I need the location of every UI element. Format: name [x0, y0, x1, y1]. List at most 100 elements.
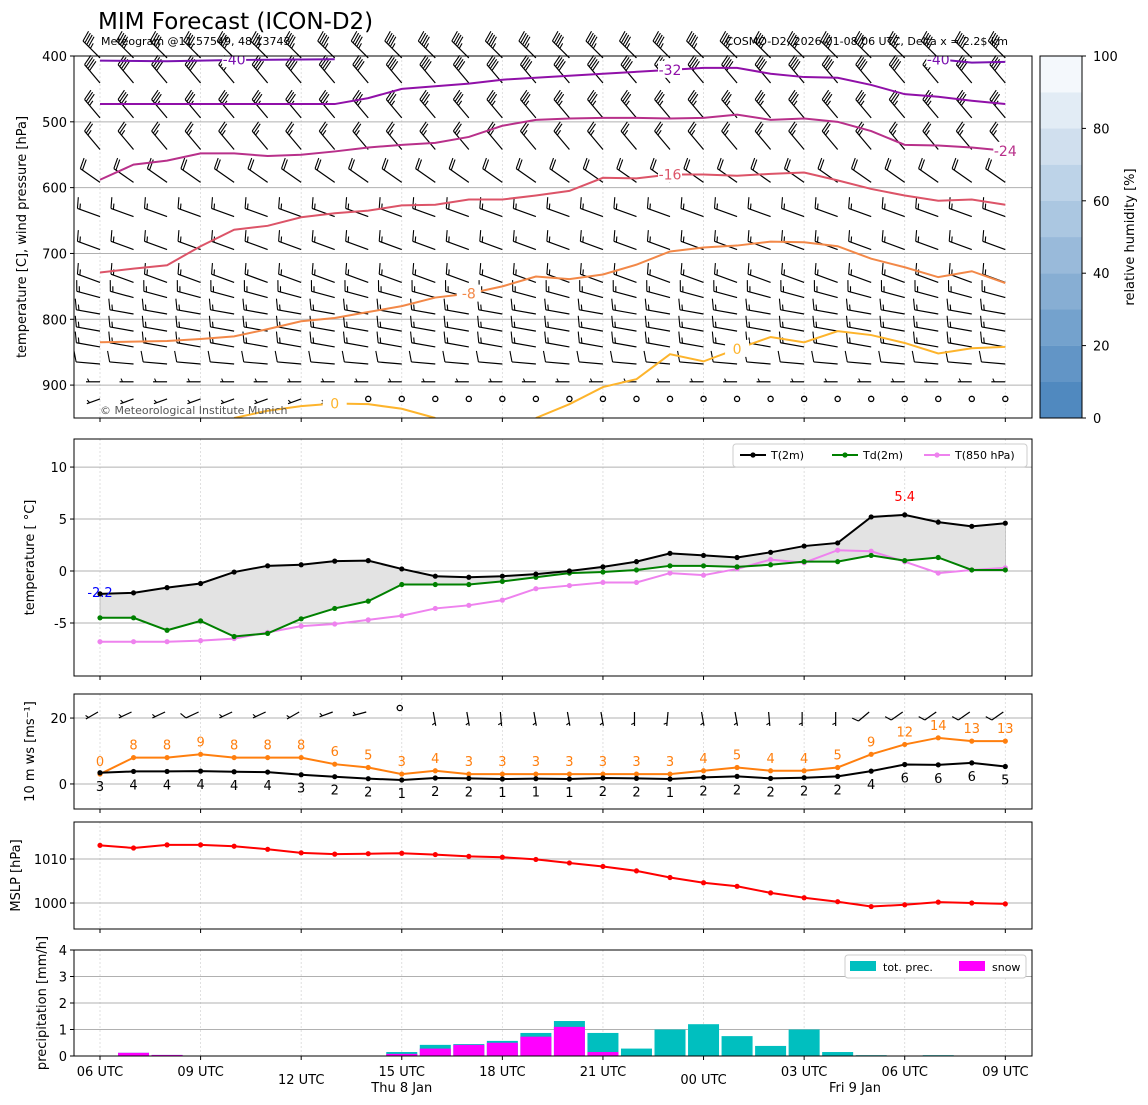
data-point: [164, 639, 170, 645]
data-point: [600, 771, 606, 777]
wind-barb-half-feather: [424, 100, 429, 106]
wind-barb-half-feather: [793, 100, 798, 106]
wind-barb-feather: [489, 93, 498, 104]
wind-barb-shaft: [211, 207, 235, 218]
wind-barb-half-feather: [152, 713, 156, 718]
wind-barb-half-feather: [389, 130, 394, 136]
legend-box: [732, 443, 1028, 468]
wind-barb-shaft: [344, 326, 369, 332]
wind-barb-half-feather: [693, 43, 698, 49]
data-point: [399, 581, 405, 588]
wind-barb-feather: [853, 159, 858, 171]
wind-barb-half-feather: [925, 378, 928, 383]
wind-barb-feather: [408, 350, 412, 363]
wind-barb-shaft: [210, 342, 235, 348]
wind-barb-feather: [991, 91, 999, 102]
wind-barb-shaft: [768, 711, 771, 726]
wind-barb-shaft: [920, 40, 939, 59]
wind-barb-half-feather: [916, 337, 918, 344]
value-label: 1: [565, 786, 573, 801]
wind-barb-shaft: [84, 64, 101, 84]
wind-barb-half-feather: [882, 304, 885, 311]
wind-barb-shaft: [446, 240, 470, 251]
wind-barb-feather: [242, 298, 245, 310]
wind-barb-feather: [893, 61, 902, 71]
wind-barb-shaft: [948, 290, 972, 299]
wind-barb-feather: [348, 157, 353, 169]
wind-barb-half-feather: [178, 304, 181, 311]
wind-barb-half-feather: [312, 304, 315, 311]
wind-barb-feather: [345, 197, 348, 209]
wind-barb-shaft: [310, 309, 335, 315]
wind-barb-feather: [488, 57, 496, 67]
value-label: 1: [498, 786, 506, 801]
wind-barb-shaft: [687, 99, 704, 119]
wind-barb-feather: [922, 121, 930, 132]
wind-barb-shaft: [277, 290, 302, 299]
wind-barb-feather: [85, 91, 94, 102]
wind-barb-feather: [713, 262, 716, 275]
wind-barb-feather: [555, 34, 563, 45]
isotherm-line--40: [99, 58, 335, 63]
wind-barb-shaft: [318, 130, 336, 150]
wind-barb-feather: [153, 34, 160, 45]
wind-barb-feather: [352, 121, 360, 132]
wind-barb-feather: [616, 157, 622, 169]
data-point: [130, 768, 137, 775]
wind-barb-feather: [457, 61, 466, 71]
wind-barb-shaft: [619, 40, 637, 59]
wind-barb-feather: [956, 32, 963, 44]
value-label: 3: [532, 755, 540, 770]
wind-barb-feather: [285, 89, 293, 100]
wind-barb-shaft: [780, 309, 805, 315]
wind-barb-shaft: [578, 361, 604, 365]
data-point: [399, 777, 405, 783]
x-tick-label: 00 UTC: [680, 1073, 726, 1088]
wind-barb-feather: [992, 59, 1001, 69]
wind-barb-shaft: [76, 326, 101, 332]
data-point: [231, 569, 237, 575]
wind-barb-feather: [184, 89, 192, 100]
wind-barb-shaft: [379, 240, 402, 251]
wind-barb-half-feather: [625, 100, 630, 106]
data-point: [734, 564, 740, 570]
wind-barb-shaft: [613, 290, 637, 299]
colorbar-tick-label: 40: [1093, 267, 1110, 282]
wind-barb-shaft: [379, 273, 402, 283]
wind-barb-feather: [354, 34, 361, 45]
data-point: [600, 564, 606, 570]
wind-barb-feather: [218, 89, 226, 100]
wind-barb-shaft: [579, 309, 604, 315]
wind-barb-feather: [953, 159, 959, 171]
data-point: [97, 639, 103, 645]
wind-barb-half-feather: [279, 337, 281, 344]
wind-barb-feather: [855, 121, 863, 132]
wind-barb-shaft: [152, 711, 166, 719]
wind-barb-shaft: [278, 273, 302, 283]
data-point: [700, 572, 707, 578]
precip-bar: [788, 1029, 820, 1056]
wind-barb-feather: [410, 315, 413, 328]
wind-barb-half-feather: [794, 43, 798, 49]
wind-barb-feather: [985, 157, 990, 169]
data-point: [499, 597, 505, 603]
wind-barb-feather: [381, 157, 387, 169]
data-point: [365, 764, 371, 771]
wind-barb-feather: [251, 89, 260, 100]
wind-barb-shaft: [613, 273, 637, 283]
wind-barb-feather: [756, 123, 764, 134]
calm-wind-circle: [968, 395, 976, 403]
wind-barb-feather: [117, 121, 125, 132]
wind-barb-feather: [544, 298, 547, 310]
colorbar-tick-label: 80: [1093, 122, 1110, 137]
wind-barb-feather: [722, 57, 731, 67]
wind-barb-shaft: [352, 64, 369, 84]
wind-barb-feather: [822, 32, 829, 44]
wind-barb-feather: [222, 36, 229, 47]
wind-barb-shaft: [147, 168, 168, 183]
wind-barb-half-feather: [960, 100, 966, 106]
wind-barb-feather: [79, 157, 85, 169]
wind-barb-feather: [786, 30, 794, 42]
wind-barb-feather: [879, 315, 882, 328]
wind-barb-feather: [855, 55, 863, 65]
